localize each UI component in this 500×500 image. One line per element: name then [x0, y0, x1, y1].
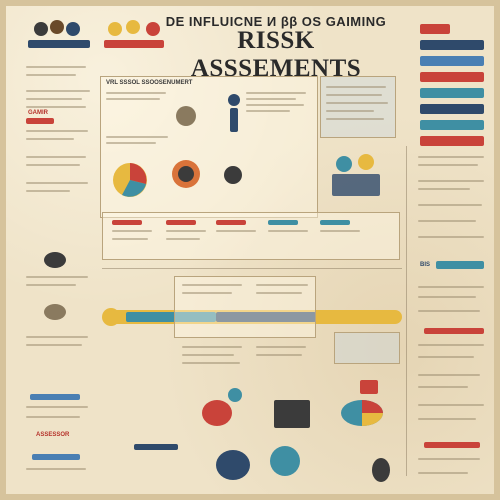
horizontal-divider: [102, 268, 402, 269]
lower-right-panel: [334, 332, 400, 364]
vertical-divider: [406, 146, 407, 476]
right-bis-label: BIS: [420, 262, 431, 268]
top-panel-heading: VRL SSSOL SSOOSENUMERT: [106, 80, 193, 86]
assessori-label: ASSESSOR: [36, 432, 70, 438]
pie-chart-icon: [113, 163, 147, 197]
title-line-1: DE INFLUICNE И ββ OS GAIMING: [165, 14, 387, 29]
left-gamin-label: GAMIR: [28, 110, 48, 116]
title-line-2: RISSK ASSSEMENTS: [190, 27, 362, 82]
lower-center-panel: [174, 276, 316, 338]
mid-row-panel: [102, 212, 400, 260]
right-teal-bar: [436, 261, 484, 269]
page-title: DE INFLUICNE И ββ OS GAIMING RISSK ASSSE…: [156, 14, 396, 83]
lower-pie-icon: [341, 400, 383, 426]
